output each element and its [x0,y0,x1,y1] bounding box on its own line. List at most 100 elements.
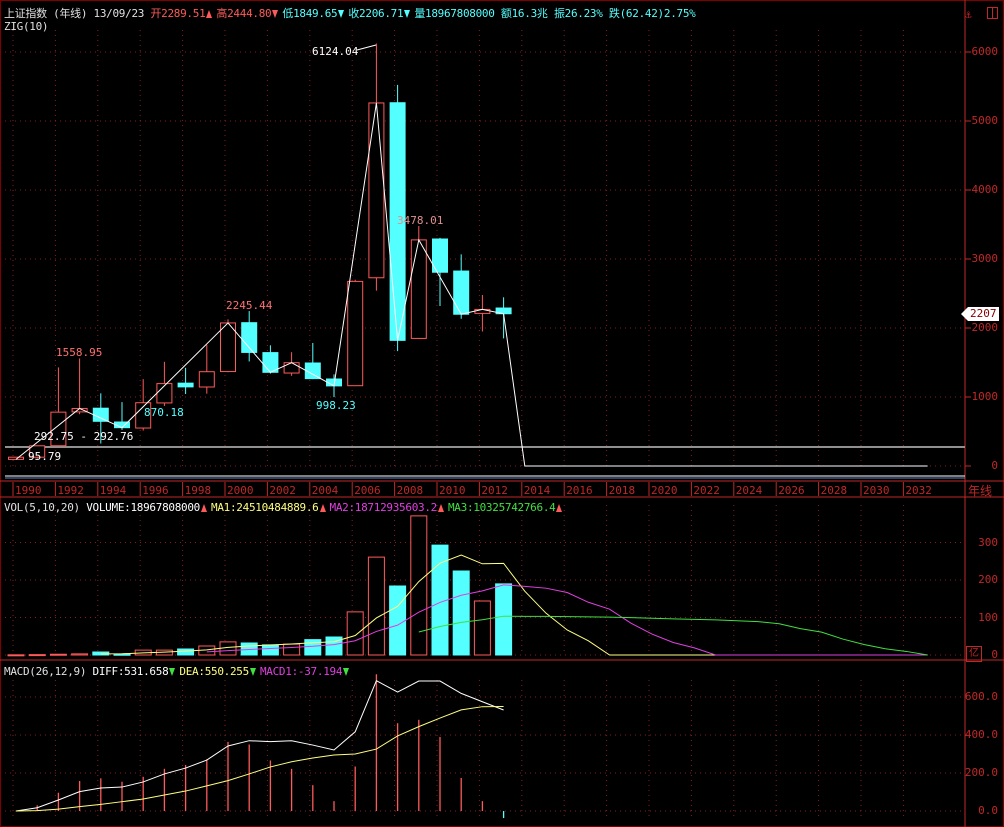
candle-body-down [92,407,109,422]
year-label: 2018 [608,484,636,497]
macd-legend: MACD(26,12,9) DIFF:531.658 DEA:550.255 MAC… [4,665,353,678]
diff-line [15,679,504,812]
volume-tick-label: 100 [978,610,998,624]
candle-body-up [29,445,46,458]
price-tick-label: 6000 [971,45,999,58]
candle-body-down [241,322,258,353]
volume-value: 18967808000 [425,7,495,20]
candle-body-up [283,362,300,374]
down-arrow-icon [169,668,176,676]
macd-tick-label: 600.0 [964,690,998,703]
candle-body-up [156,383,173,404]
vol-volume: VOLUME:18967808000 [86,501,201,514]
volume-bar [367,556,385,656]
date: 13/09/23 [93,7,145,20]
year-label: 2030 [863,484,890,497]
down-arrow-icon [343,668,350,676]
year-label: 2010 [439,484,466,497]
year-label: 2024 [735,484,763,497]
price-annotation: 998.23 [316,399,356,412]
volume-bar [7,654,25,657]
price-annotation: 95.79 [28,450,62,463]
macd-tick-label: 400.0 [964,728,998,741]
candle-body-up [198,371,215,388]
panel-toggle-icon[interactable] [987,7,998,19]
macd-dea: DEA:550.255 [179,665,249,678]
volume-bar [304,639,322,656]
candle-body-down [262,352,279,373]
price-tick-label: 5000 [971,114,999,127]
price-tick-label: 0 [991,459,998,472]
period: (年线) [53,7,88,20]
amplitude-label: 振 [553,7,565,20]
year-label: 2026 [778,484,805,497]
high-value: 2444.80 [227,7,272,20]
price-annotation: 2245.44 [226,299,273,312]
year-label: 2028 [820,484,848,497]
up-arrow-icon [201,504,208,512]
macd-diff: DIFF:531.658 [92,665,169,678]
amplitude-value: 26.23% [564,7,603,20]
period-button[interactable]: 年线 [968,484,993,498]
volume-bar [283,643,301,656]
quote-header: 上证指数 (年线) 13/09/23 开2289.51 高2444.80 低1849… [4,5,696,21]
current-price-tag: 2207 [961,307,999,321]
peak-leader-line [356,44,377,51]
amount-value: 16.3兆 [511,7,548,20]
year-label: 2016 [566,484,593,497]
macd-value: MACD1:-37.194 [259,665,343,678]
year-label: 2020 [651,484,678,497]
up-arrow-icon [206,10,213,18]
open-value: 2289.51 [161,7,206,20]
volume-bar [49,653,67,656]
zig-indicator-label: ZIG(10) [4,20,49,33]
low-value: 1849.65 [293,7,338,20]
down-arrow-icon [272,10,279,18]
year-label: 1994 [99,484,127,497]
up-arrow-icon [556,504,563,512]
volume-bar [389,585,407,656]
year-label: 1992 [57,484,84,497]
volume-bar [71,653,89,656]
down-arrow-icon [404,10,411,18]
volume-bar [346,611,364,656]
volume-tick-label: 300 [978,535,998,549]
volume-tick-label: 200 [978,573,998,586]
volume-bar [28,654,46,657]
low-label: 低 [282,7,294,20]
year-label: 2002 [269,484,296,497]
price-annotation: 292.75 - 292.76 [34,430,134,443]
candle-body-down [304,362,321,380]
candle-body-up [220,322,236,373]
candle-body-up [368,102,385,279]
change-label: 跌 [608,7,620,20]
year-label: 2006 [354,484,381,497]
volume-bar [177,648,195,656]
open-label: 开 [150,7,162,20]
vol-ma2: MA2:18712935603.2 [329,501,438,514]
pin-icon[interactable]: ⚓ [965,8,972,21]
volume-bar [410,515,428,656]
year-label: 1998 [184,484,212,497]
close-label: 收 [348,7,360,20]
down-arrow-icon [249,668,256,676]
down-arrow-icon [338,10,345,18]
price-tick-label: 2000 [971,321,999,334]
price-annotation: 870.18 [144,406,184,419]
volume-bar [473,600,491,656]
year-label: 2008 [396,484,424,497]
macd-tick-label: 0.0 [978,804,998,817]
year-label: 2000 [227,484,254,497]
price-annotation: 6124.04 [312,45,359,58]
year-label: 2022 [693,484,720,497]
year-label: 2012 [481,484,508,497]
candle-body-down [453,270,470,315]
price-annotation: 1558.95 [56,346,103,359]
macd-tick-label: 200.0 [964,766,998,779]
price-tick-label: 3000 [971,252,999,265]
vol-name: VOL(5,10,20) [4,501,80,514]
candle-body-up [410,239,427,339]
volume-label: 量 [414,7,426,20]
vol-ma3: MA3:10325742766.4 [447,501,556,514]
